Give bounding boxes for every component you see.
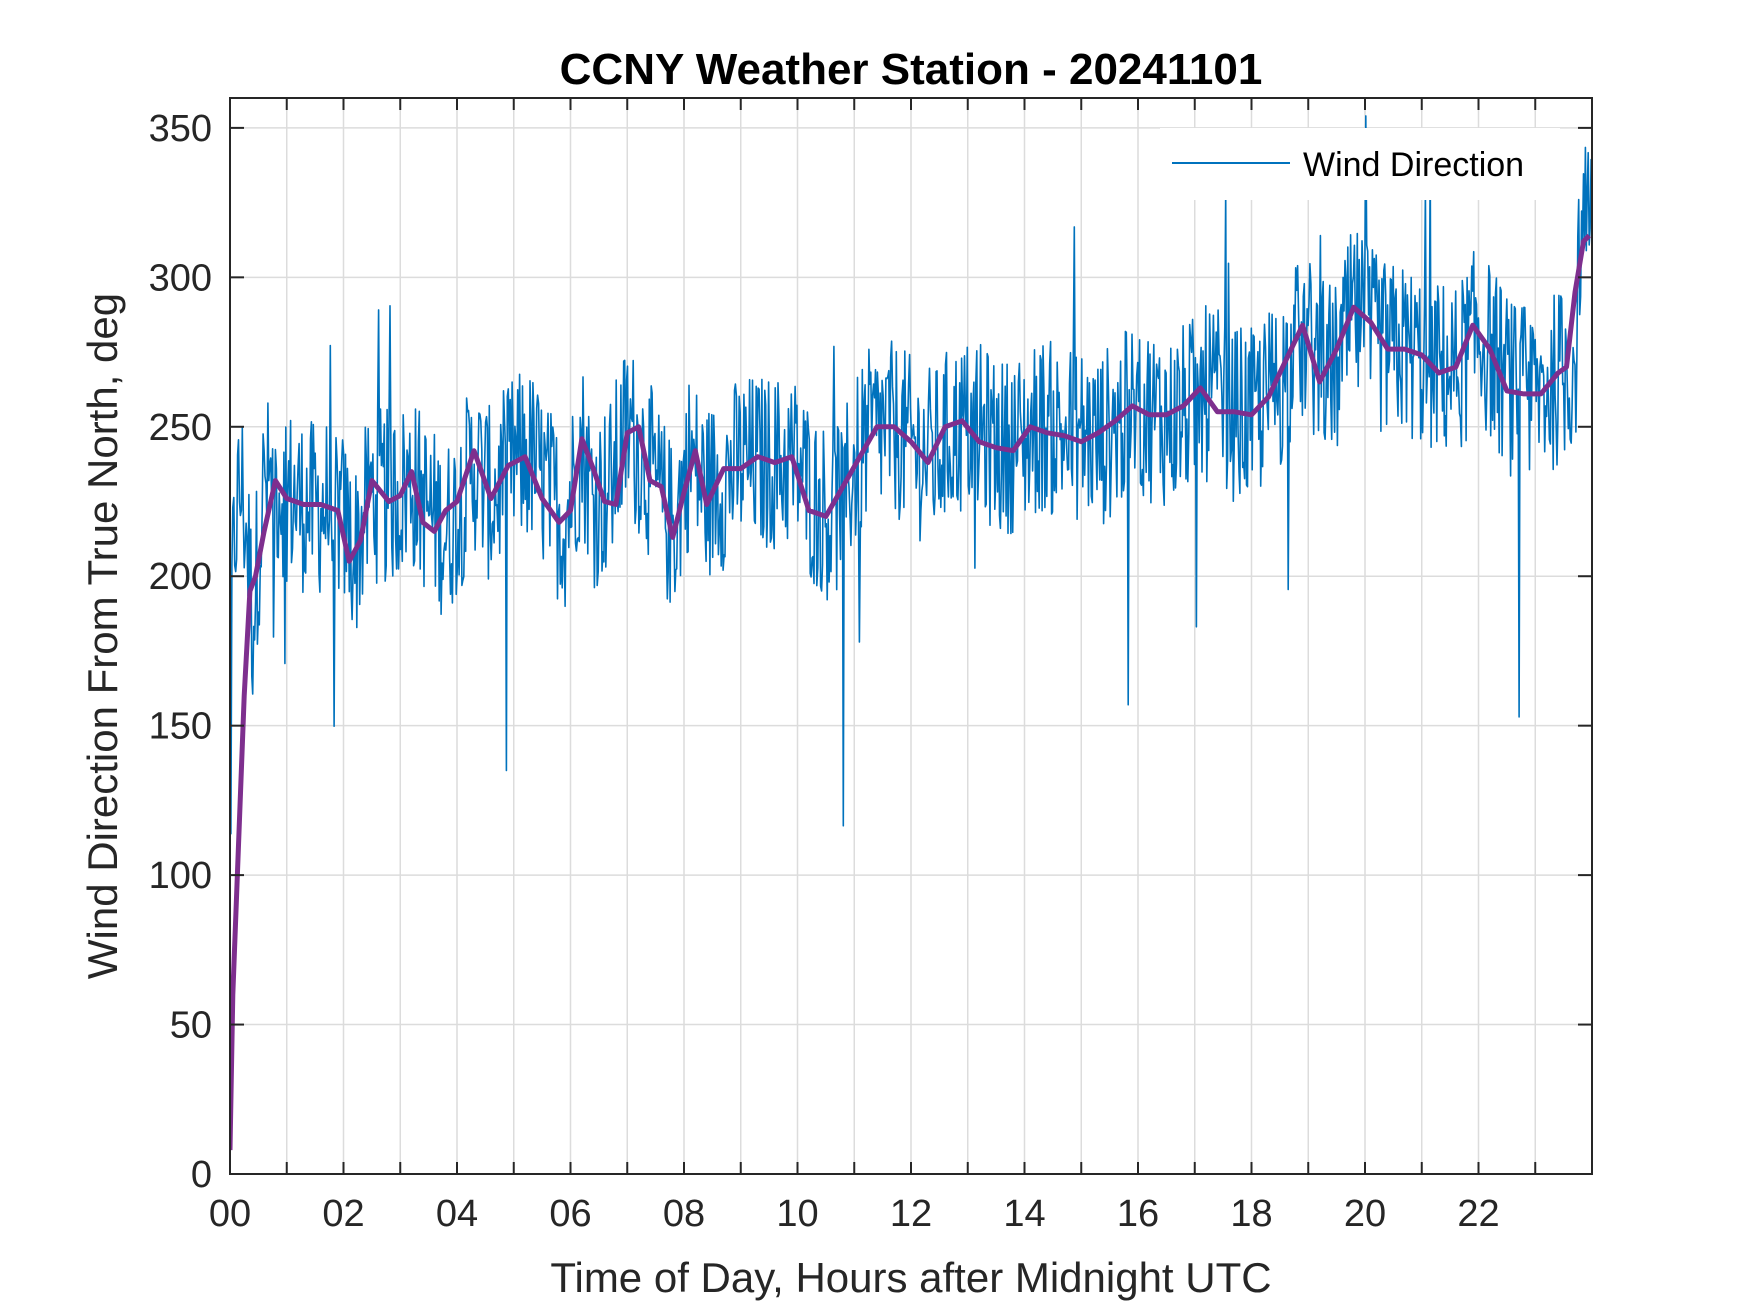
x-tick-label: 16 <box>1117 1193 1159 1235</box>
series-group <box>230 115 1592 1151</box>
axis-ticks: 0 50 100 150 200 250 300 350 00 02 04 06 08 10 12 14 16 1… <box>149 98 1592 1235</box>
y-tick-label: 250 <box>149 407 212 449</box>
y-tick-label: 100 <box>149 855 212 897</box>
y-tick-label: 150 <box>149 706 212 748</box>
y-tick-label: 0 <box>191 1154 212 1196</box>
chart-title: CCNY Weather Station - 20241101 <box>560 45 1263 94</box>
x-tick-label: 20 <box>1344 1193 1386 1235</box>
x-axis-label: Time of Day, Hours after Midnight UTC <box>550 1254 1271 1301</box>
x-tick-label: 06 <box>549 1193 591 1235</box>
x-tick-label: 10 <box>776 1193 818 1235</box>
x-tick-label: 00 <box>209 1193 251 1235</box>
legend: Wind Direction <box>1160 128 1560 200</box>
legend-label-wind-direction: Wind Direction <box>1303 146 1524 184</box>
series-line-wind-direction <box>230 115 1592 835</box>
x-tick-label: 22 <box>1457 1193 1499 1235</box>
grid <box>230 98 1592 1174</box>
x-tick-label: 18 <box>1230 1193 1272 1235</box>
y-tick-label: 50 <box>170 1005 212 1047</box>
y-tick-label: 300 <box>149 257 212 299</box>
y-tick-label: 200 <box>149 556 212 598</box>
y-axis-label: Wind Direction From True North, deg <box>79 293 126 979</box>
series-line-moving-average <box>230 233 1592 1151</box>
x-tick-label: 12 <box>890 1193 932 1235</box>
y-tick-label: 350 <box>149 108 212 150</box>
x-tick-label: 02 <box>322 1193 364 1235</box>
x-tick-label: 08 <box>663 1193 705 1235</box>
x-tick-label: 04 <box>436 1193 478 1235</box>
x-tick-label: 14 <box>1003 1193 1045 1235</box>
